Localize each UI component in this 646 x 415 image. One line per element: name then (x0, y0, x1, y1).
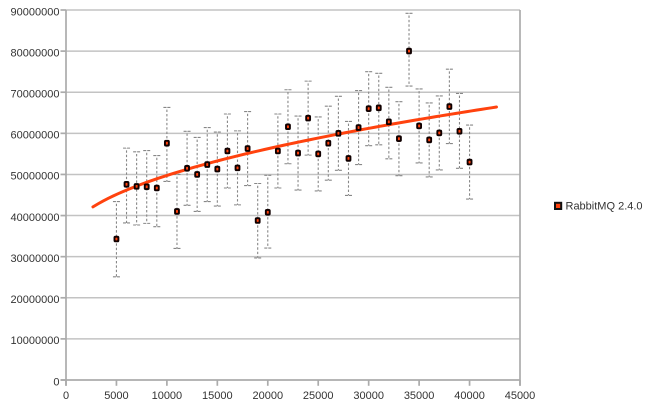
svg-text:40000000: 40000000 (11, 212, 60, 224)
svg-text:0: 0 (53, 376, 59, 388)
svg-text:30000: 30000 (353, 390, 384, 402)
svg-text:60000000: 60000000 (11, 130, 60, 142)
svg-text:40000: 40000 (454, 390, 485, 402)
svg-text:45000: 45000 (505, 390, 536, 402)
svg-text:35000: 35000 (404, 390, 435, 402)
svg-text:10000: 10000 (152, 390, 183, 402)
svg-text:20000: 20000 (252, 390, 283, 402)
svg-text:10000000: 10000000 (11, 335, 60, 347)
svg-text:70000000: 70000000 (11, 89, 60, 101)
svg-text:50000000: 50000000 (11, 171, 60, 183)
svg-text:0: 0 (63, 390, 69, 402)
svg-text:90000000: 90000000 (11, 6, 60, 18)
svg-text:25000: 25000 (303, 390, 334, 402)
svg-text:5000: 5000 (104, 390, 128, 402)
svg-text:30000000: 30000000 (11, 253, 60, 265)
svg-text:20000000: 20000000 (11, 294, 60, 306)
svg-text:RabbitMQ 2.4.0: RabbitMQ 2.4.0 (566, 201, 643, 213)
svg-text:80000000: 80000000 (11, 47, 60, 59)
svg-text:15000: 15000 (202, 390, 233, 402)
